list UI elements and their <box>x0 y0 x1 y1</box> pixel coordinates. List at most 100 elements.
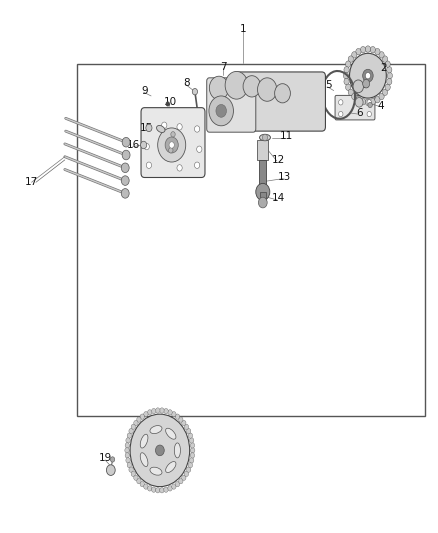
Circle shape <box>343 72 349 79</box>
Circle shape <box>172 484 176 489</box>
Bar <box>257 140 268 160</box>
Circle shape <box>262 134 268 141</box>
Circle shape <box>182 421 186 426</box>
Circle shape <box>258 197 267 208</box>
Circle shape <box>190 438 194 443</box>
Circle shape <box>339 111 343 117</box>
Text: 7: 7 <box>220 62 227 71</box>
Text: 15: 15 <box>140 123 153 133</box>
Circle shape <box>160 408 164 413</box>
Circle shape <box>127 463 131 468</box>
Circle shape <box>146 124 152 132</box>
Circle shape <box>177 165 182 171</box>
Circle shape <box>121 176 129 185</box>
Circle shape <box>125 453 130 458</box>
Circle shape <box>164 408 168 414</box>
Circle shape <box>160 488 164 493</box>
Bar <box>77 64 425 416</box>
Text: 14: 14 <box>272 193 285 203</box>
Circle shape <box>356 49 361 55</box>
Text: 17: 17 <box>25 177 38 187</box>
Circle shape <box>382 56 388 62</box>
Text: 3: 3 <box>362 80 369 90</box>
Circle shape <box>152 487 156 492</box>
Circle shape <box>125 448 129 453</box>
Circle shape <box>385 84 390 91</box>
Circle shape <box>169 148 173 153</box>
Circle shape <box>352 93 357 100</box>
Circle shape <box>155 408 160 413</box>
Circle shape <box>169 142 174 148</box>
Circle shape <box>190 458 194 463</box>
Circle shape <box>110 457 115 462</box>
Circle shape <box>121 189 129 198</box>
Circle shape <box>348 89 353 95</box>
Circle shape <box>375 96 380 103</box>
Circle shape <box>184 471 189 477</box>
Circle shape <box>155 445 164 456</box>
Circle shape <box>126 438 130 443</box>
Circle shape <box>256 183 270 200</box>
Circle shape <box>187 429 191 434</box>
Circle shape <box>148 486 152 491</box>
Circle shape <box>187 467 191 472</box>
Circle shape <box>355 98 363 107</box>
Circle shape <box>171 132 175 137</box>
Circle shape <box>172 411 176 417</box>
Circle shape <box>175 414 180 419</box>
Circle shape <box>179 479 183 484</box>
Circle shape <box>182 475 186 480</box>
Circle shape <box>339 100 343 105</box>
Circle shape <box>148 410 152 415</box>
FancyBboxPatch shape <box>335 95 375 120</box>
Circle shape <box>367 111 371 117</box>
Text: 18: 18 <box>151 423 164 432</box>
Circle shape <box>122 138 130 147</box>
Circle shape <box>385 61 390 67</box>
Circle shape <box>197 146 202 152</box>
Circle shape <box>225 71 248 99</box>
FancyBboxPatch shape <box>141 108 205 177</box>
Circle shape <box>140 481 145 487</box>
Circle shape <box>125 443 130 448</box>
Circle shape <box>387 67 392 73</box>
Circle shape <box>194 162 200 168</box>
Circle shape <box>192 88 198 95</box>
Circle shape <box>353 80 364 93</box>
Circle shape <box>121 163 129 173</box>
Circle shape <box>127 433 131 438</box>
Circle shape <box>348 56 353 62</box>
Circle shape <box>370 46 375 53</box>
Circle shape <box>365 72 371 79</box>
Circle shape <box>363 79 370 88</box>
Ellipse shape <box>140 453 148 466</box>
Circle shape <box>131 471 135 477</box>
Circle shape <box>144 411 148 417</box>
Circle shape <box>144 143 149 150</box>
Circle shape <box>158 128 186 162</box>
Circle shape <box>188 433 193 438</box>
Circle shape <box>106 465 115 475</box>
Circle shape <box>152 408 156 414</box>
FancyBboxPatch shape <box>207 78 256 132</box>
Text: 19: 19 <box>99 454 112 463</box>
Text: 2: 2 <box>380 63 387 73</box>
Circle shape <box>165 137 178 153</box>
Circle shape <box>367 100 371 105</box>
Ellipse shape <box>150 467 162 475</box>
Circle shape <box>387 72 392 79</box>
Circle shape <box>162 122 167 128</box>
Circle shape <box>141 141 147 149</box>
Circle shape <box>134 421 138 426</box>
Circle shape <box>177 124 182 130</box>
Ellipse shape <box>174 443 180 458</box>
Circle shape <box>368 102 372 108</box>
Circle shape <box>129 429 133 434</box>
Circle shape <box>379 93 384 100</box>
Ellipse shape <box>259 134 271 141</box>
Circle shape <box>216 104 226 117</box>
Circle shape <box>184 424 189 430</box>
Text: 1: 1 <box>240 25 247 34</box>
Circle shape <box>190 443 194 448</box>
Circle shape <box>130 414 190 487</box>
